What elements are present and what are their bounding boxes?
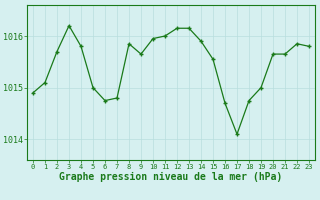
X-axis label: Graphe pression niveau de la mer (hPa): Graphe pression niveau de la mer (hPa) (60, 172, 283, 182)
